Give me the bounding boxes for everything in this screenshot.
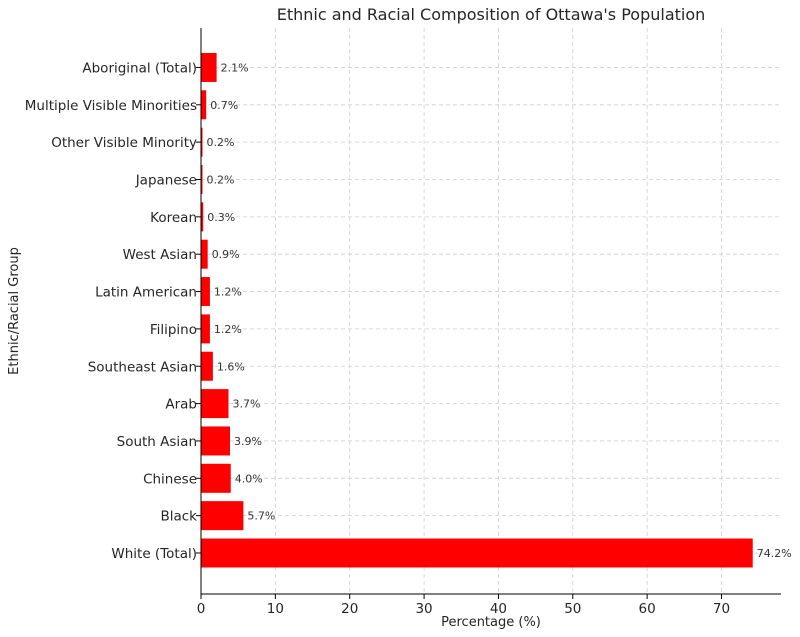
- data-label: 0.3%: [207, 211, 235, 224]
- x-tick-label: 0: [197, 601, 206, 617]
- x-tick-label: 10: [267, 601, 284, 617]
- bar: [201, 202, 204, 232]
- bar: [201, 277, 210, 307]
- data-label: 2.1%: [221, 61, 249, 74]
- y-tick-label: Latin American: [95, 285, 197, 301]
- y-tick-label: Arab: [165, 397, 197, 413]
- bar: [201, 165, 203, 194]
- y-tick-label: Southeast Asian: [88, 359, 197, 375]
- data-label: 0.2%: [206, 174, 234, 187]
- x-ticks: 0 10 20 30 40 50 60 70: [197, 594, 730, 617]
- y-tick-labels: White (Total) Black Chinese South Asian Arab…: [25, 60, 201, 562]
- y-tick-label: Chinese: [143, 471, 197, 487]
- bars: [201, 52, 753, 568]
- grid: [200, 28, 781, 594]
- x-tick-label: 30: [415, 601, 432, 617]
- y-tick-label: Japanese: [135, 173, 197, 189]
- bar: [201, 52, 217, 82]
- x-tick-label: 60: [639, 601, 656, 617]
- bar: [201, 239, 208, 269]
- data-label: 1.2%: [214, 323, 242, 336]
- y-tick-label: Multiple Visible Minorities: [25, 98, 197, 114]
- axes: [200, 28, 781, 595]
- bar: [201, 127, 203, 157]
- data-label: 3.7%: [233, 398, 261, 411]
- y-tick-label: South Asian: [117, 434, 197, 450]
- data-label: 1.2%: [214, 286, 242, 299]
- data-label: 3.9%: [234, 435, 262, 448]
- x-tick-label: 40: [490, 601, 507, 617]
- data-label: 0.7%: [210, 99, 238, 112]
- y-tick-label: Other Visible Minority: [51, 135, 197, 151]
- bar: [201, 389, 229, 419]
- y-tick-label: Filipino: [150, 322, 197, 338]
- bar: [201, 90, 207, 120]
- y-axis-label: Ethnic/Racial Group: [7, 247, 22, 375]
- chart-title: Ethnic and Racial Composition of Ottawa'…: [277, 5, 706, 24]
- y-tick-label: Black: [160, 509, 197, 525]
- bar: [201, 538, 753, 568]
- bar: [201, 426, 230, 456]
- data-label: 74.2%: [757, 547, 792, 560]
- x-tick-label: 70: [713, 601, 730, 617]
- data-labels: 74.2% 5.7% 4.0% 3.9% 3.7% 1.6% 1.2% 1.2% 0.9% 0.3…: [206, 61, 791, 560]
- bar: [201, 314, 210, 344]
- data-label: 0.2%: [206, 136, 234, 149]
- bar: [201, 501, 244, 531]
- x-tick-label: 20: [341, 601, 358, 617]
- y-tick-label: White (Total): [111, 546, 197, 562]
- data-label: 0.9%: [212, 248, 240, 261]
- data-label: 1.6%: [217, 360, 245, 373]
- y-tick-label: Korean: [150, 210, 197, 226]
- x-tick-label: 50: [564, 601, 581, 617]
- data-label: 5.7%: [247, 510, 275, 523]
- y-tick-label: West Asian: [123, 247, 197, 263]
- data-label: 4.0%: [235, 472, 263, 485]
- bar: [201, 463, 231, 493]
- y-tick-label: Aboriginal (Total): [82, 60, 197, 76]
- bar: [201, 351, 213, 381]
- x-axis-label: Percentage (%): [441, 615, 541, 630]
